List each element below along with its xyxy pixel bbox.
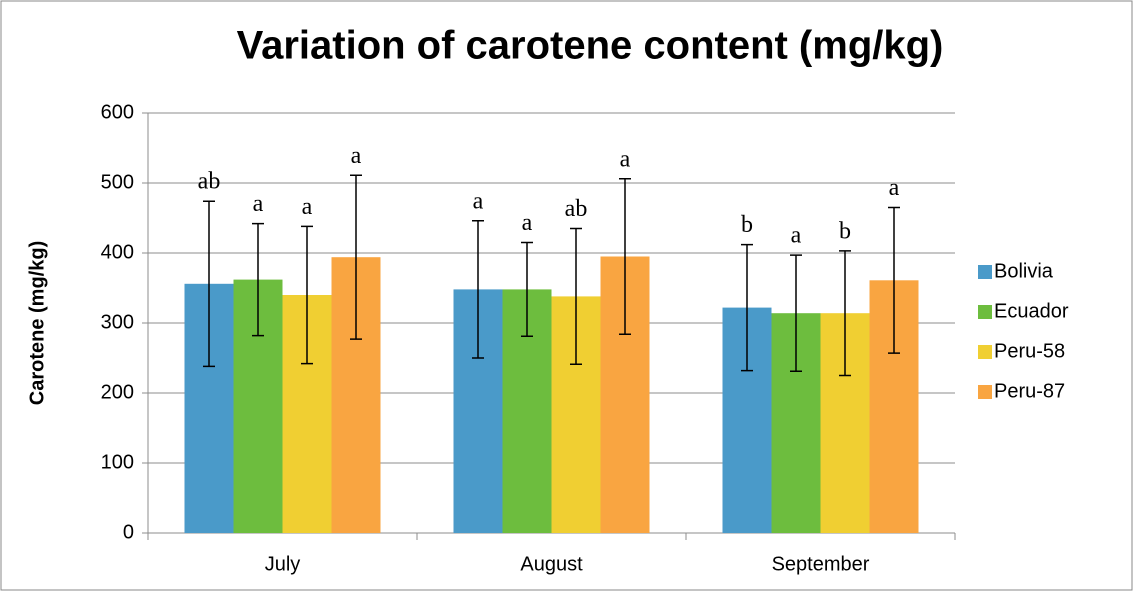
error-bar	[741, 243, 753, 372]
y-tick-label: 400	[101, 241, 134, 263]
y-tick-label: 100	[101, 451, 134, 473]
significance-letter: a	[473, 188, 484, 214]
y-axis-label: Carotene (mg/kg)	[26, 241, 48, 405]
error-bar	[472, 220, 484, 359]
error-bar	[301, 225, 313, 365]
significance-letter: ab	[565, 196, 588, 222]
significance-letter: b	[839, 218, 851, 244]
error-bar	[888, 206, 900, 354]
x-tick-label: August	[520, 553, 583, 575]
y-tick-label: 200	[101, 381, 134, 403]
error-bar	[570, 227, 582, 366]
legend-label: Ecuador	[994, 300, 1069, 322]
significance-letter: a	[253, 191, 264, 217]
x-tick-label: July	[265, 553, 301, 575]
error-bar	[252, 222, 264, 337]
legend-swatch	[978, 265, 992, 279]
significance-letter: a	[620, 146, 631, 172]
y-tick-label: 600	[101, 101, 134, 123]
error-bar	[619, 178, 631, 335]
significance-letter: a	[791, 223, 802, 249]
legend-label: Peru-58	[994, 340, 1065, 362]
significance-letter: a	[889, 175, 900, 201]
significance-letter: a	[302, 194, 313, 220]
significance-letter: a	[522, 210, 533, 236]
error-bar	[790, 254, 802, 373]
x-tick-label: September	[772, 553, 870, 575]
chart-title: Variation of carotene content (mg/kg)	[237, 24, 944, 68]
legend-label: Peru-87	[994, 380, 1065, 402]
legend-swatch	[978, 345, 992, 359]
error-bar	[350, 174, 362, 340]
legend-swatch	[978, 385, 992, 399]
y-tick-label: 500	[101, 171, 134, 193]
error-bar	[521, 241, 533, 338]
significance-letter: b	[741, 212, 753, 238]
y-tick-label: 0	[123, 521, 134, 543]
significance-letter: a	[351, 143, 362, 169]
y-tick-label: 300	[101, 311, 134, 333]
error-bar	[203, 200, 215, 368]
error-bar	[839, 250, 851, 377]
legend-swatch	[978, 305, 992, 319]
significance-letter: ab	[198, 169, 221, 195]
legend-label: Bolivia	[994, 260, 1054, 282]
